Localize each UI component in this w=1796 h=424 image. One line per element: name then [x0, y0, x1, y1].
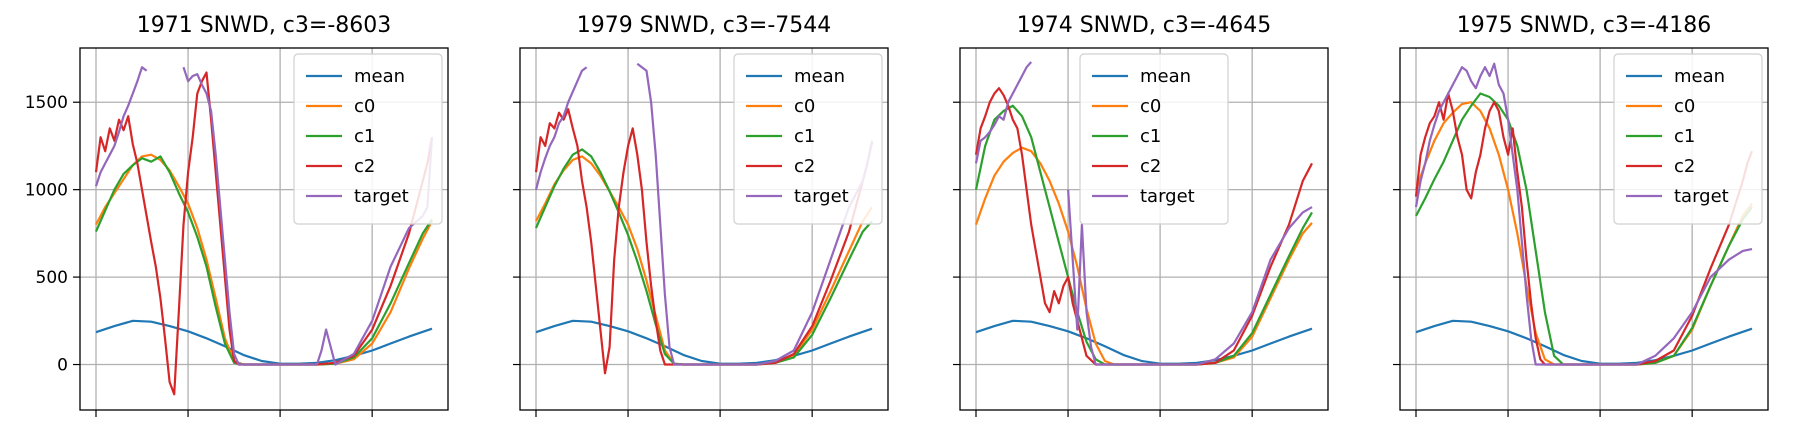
legend-label-c0: c0: [354, 96, 375, 117]
panel-title: 1975 SNWD, c3=-4186: [1457, 13, 1712, 38]
panel-1979: 1979 SNWD, c3=-7544 mean c0 c1 c2 target: [513, 13, 889, 417]
series-line-mean: [1415, 319, 1753, 365]
legend-label-target: target: [354, 186, 409, 207]
panel-title: 1971 SNWD, c3=-8603: [137, 13, 392, 38]
legend-label-target: target: [794, 186, 849, 207]
legend-label-target: target: [1140, 186, 1195, 207]
legend-label-c1: c1: [794, 126, 815, 147]
series-line-c2: [534, 108, 874, 375]
series-line-c1: [94, 155, 433, 366]
series-line-target: [974, 61, 1313, 366]
legend: mean c0 c1 c2 target: [733, 53, 883, 225]
panel-1971: 1971 SNWD, c3=-8603 0 500 1000 1500 mean c0 c1 c…: [25, 13, 449, 417]
series-line-c2: [1414, 92, 1754, 366]
panel-title: 1979 SNWD, c3=-7544: [577, 13, 832, 38]
legend-label-c1: c1: [1140, 126, 1161, 147]
y-tick-label: 0: [57, 356, 68, 376]
legend-box: [1613, 53, 1763, 225]
legend-label-c1: c1: [1674, 126, 1695, 147]
legend-label-c0: c0: [1674, 96, 1695, 117]
legend-label-c2: c2: [794, 156, 815, 177]
series-line-c2: [974, 87, 1313, 366]
legend-box: [293, 53, 443, 225]
legend: mean c0 c1 c2 target: [293, 53, 443, 225]
series-line-c1: [534, 148, 873, 366]
legend-box: [733, 53, 883, 225]
series-line-c0: [535, 155, 873, 366]
legend-label-mean: mean: [794, 66, 845, 87]
panel-1975: 1975 SNWD, c3=-4186 mean c0 c1 c2 target: [1393, 13, 1769, 417]
y-tick-label: 1500: [25, 93, 68, 113]
legend-label-target: target: [1674, 186, 1729, 207]
legend-label-mean: mean: [1674, 66, 1725, 87]
legend: mean c0 c1 c2 target: [1079, 53, 1229, 225]
y-tick-label: 500: [36, 268, 68, 288]
panel-title: 1974 SNWD, c3=-4645: [1017, 13, 1272, 38]
panel-1974: 1974 SNWD, c3=-4645 mean c0 c1 c2 target: [953, 13, 1329, 417]
series-line-mean: [975, 319, 1313, 365]
series-line-target: [94, 66, 434, 366]
legend-label-c2: c2: [354, 156, 375, 177]
legend-label-mean: mean: [1140, 66, 1191, 87]
legend-label-c0: c0: [794, 96, 815, 117]
axes-frame: [959, 47, 1329, 411]
legend-label-c2: c2: [1674, 156, 1695, 177]
series-line-target: [1414, 62, 1753, 366]
y-tick-label: 1000: [25, 181, 68, 201]
legend-label-mean: mean: [354, 66, 405, 87]
series-line-mean: [95, 319, 433, 365]
series-line-c1: [974, 104, 1313, 366]
axes-frame: [79, 47, 449, 411]
legend: mean c0 c1 c2 target: [1613, 53, 1763, 225]
axes-frame: [519, 47, 889, 411]
legend-label-c2: c2: [1140, 156, 1161, 177]
legend-label-c0: c0: [1140, 96, 1161, 117]
series-line-mean: [535, 319, 873, 365]
series-line-c1: [1415, 92, 1753, 366]
axes-frame: [1399, 47, 1769, 411]
legend-box: [1079, 53, 1229, 225]
legend-label-c1: c1: [354, 126, 375, 147]
